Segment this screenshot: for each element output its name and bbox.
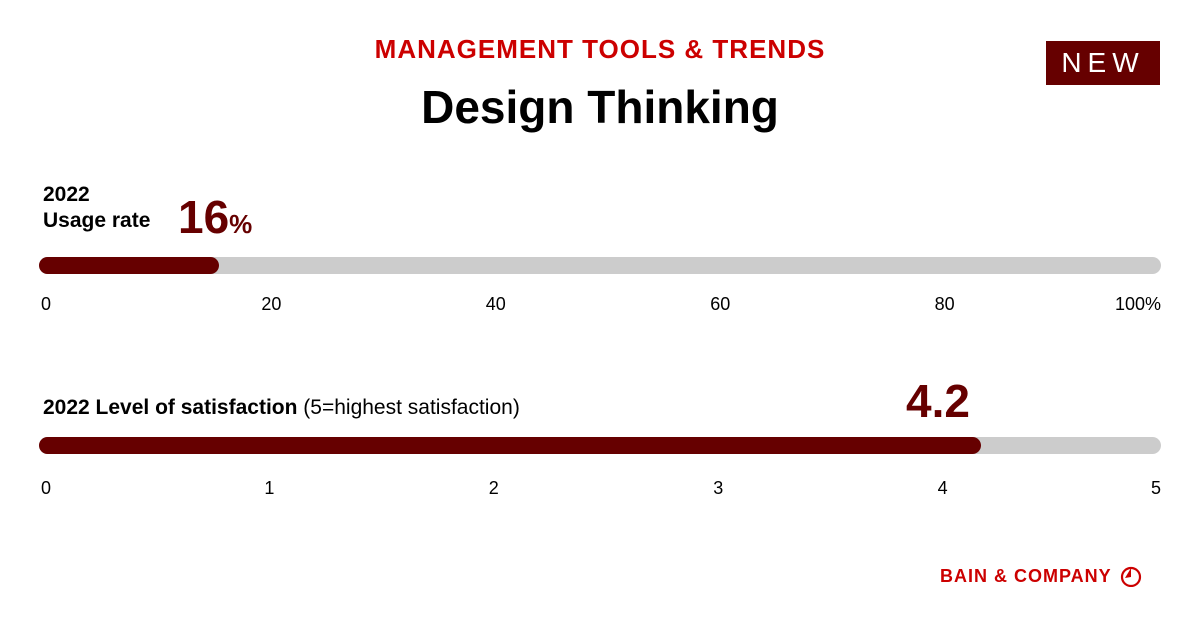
satisfaction-note: (5=highest satisfaction): [303, 396, 520, 419]
new-badge: NEW: [1046, 41, 1160, 85]
bain-compass-icon: [1120, 566, 1141, 587]
usage-title: Usage rate: [43, 209, 151, 232]
satisfaction-tick: 5: [1150, 478, 1161, 498]
usage-bar-track: [39, 257, 1161, 274]
satisfaction-label: 2022 Level of satisfaction (5=highest sa…: [43, 396, 520, 420]
usage-tick: 40: [485, 294, 506, 314]
satisfaction-value: 4.2: [906, 375, 970, 427]
usage-tick: 80: [934, 294, 955, 314]
usage-year: 2022: [43, 183, 90, 206]
usage-label: 2022 Usage rate: [43, 182, 150, 234]
page-title: Design Thinking: [421, 81, 779, 133]
satisfaction-axis: 0 1 2 3 4 5: [39, 478, 1161, 502]
logo-text: BAIN & COMPANY: [940, 565, 1112, 586]
usage-axis: 0 20 40 60 80 100%: [39, 294, 1161, 318]
usage-tick: 20: [261, 294, 282, 314]
usage-unit: %: [229, 209, 253, 239]
usage-bar-fill: [39, 257, 219, 274]
eyebrow-heading: MANAGEMENT TOOLS & TRENDS: [374, 34, 826, 64]
satisfaction-tick: 2: [488, 478, 499, 498]
satisfaction-tick: 1: [264, 478, 275, 498]
satisfaction-title: 2022 Level of satisfaction: [43, 396, 298, 419]
satisfaction-bar-fill: [39, 437, 982, 454]
satisfaction-bar-track: [39, 437, 1161, 454]
usage-value: 16%: [178, 190, 252, 244]
usage-tick: 0: [41, 294, 52, 314]
bain-logo: BAIN & COMPANY: [940, 565, 1142, 587]
satisfaction-tick: 4: [937, 478, 948, 498]
usage-tick: 100%: [1114, 294, 1161, 314]
usage-tick: 60: [710, 294, 731, 314]
satisfaction-tick: 3: [713, 478, 724, 498]
satisfaction-tick: 0: [41, 478, 52, 498]
usage-number: 16: [178, 191, 230, 243]
